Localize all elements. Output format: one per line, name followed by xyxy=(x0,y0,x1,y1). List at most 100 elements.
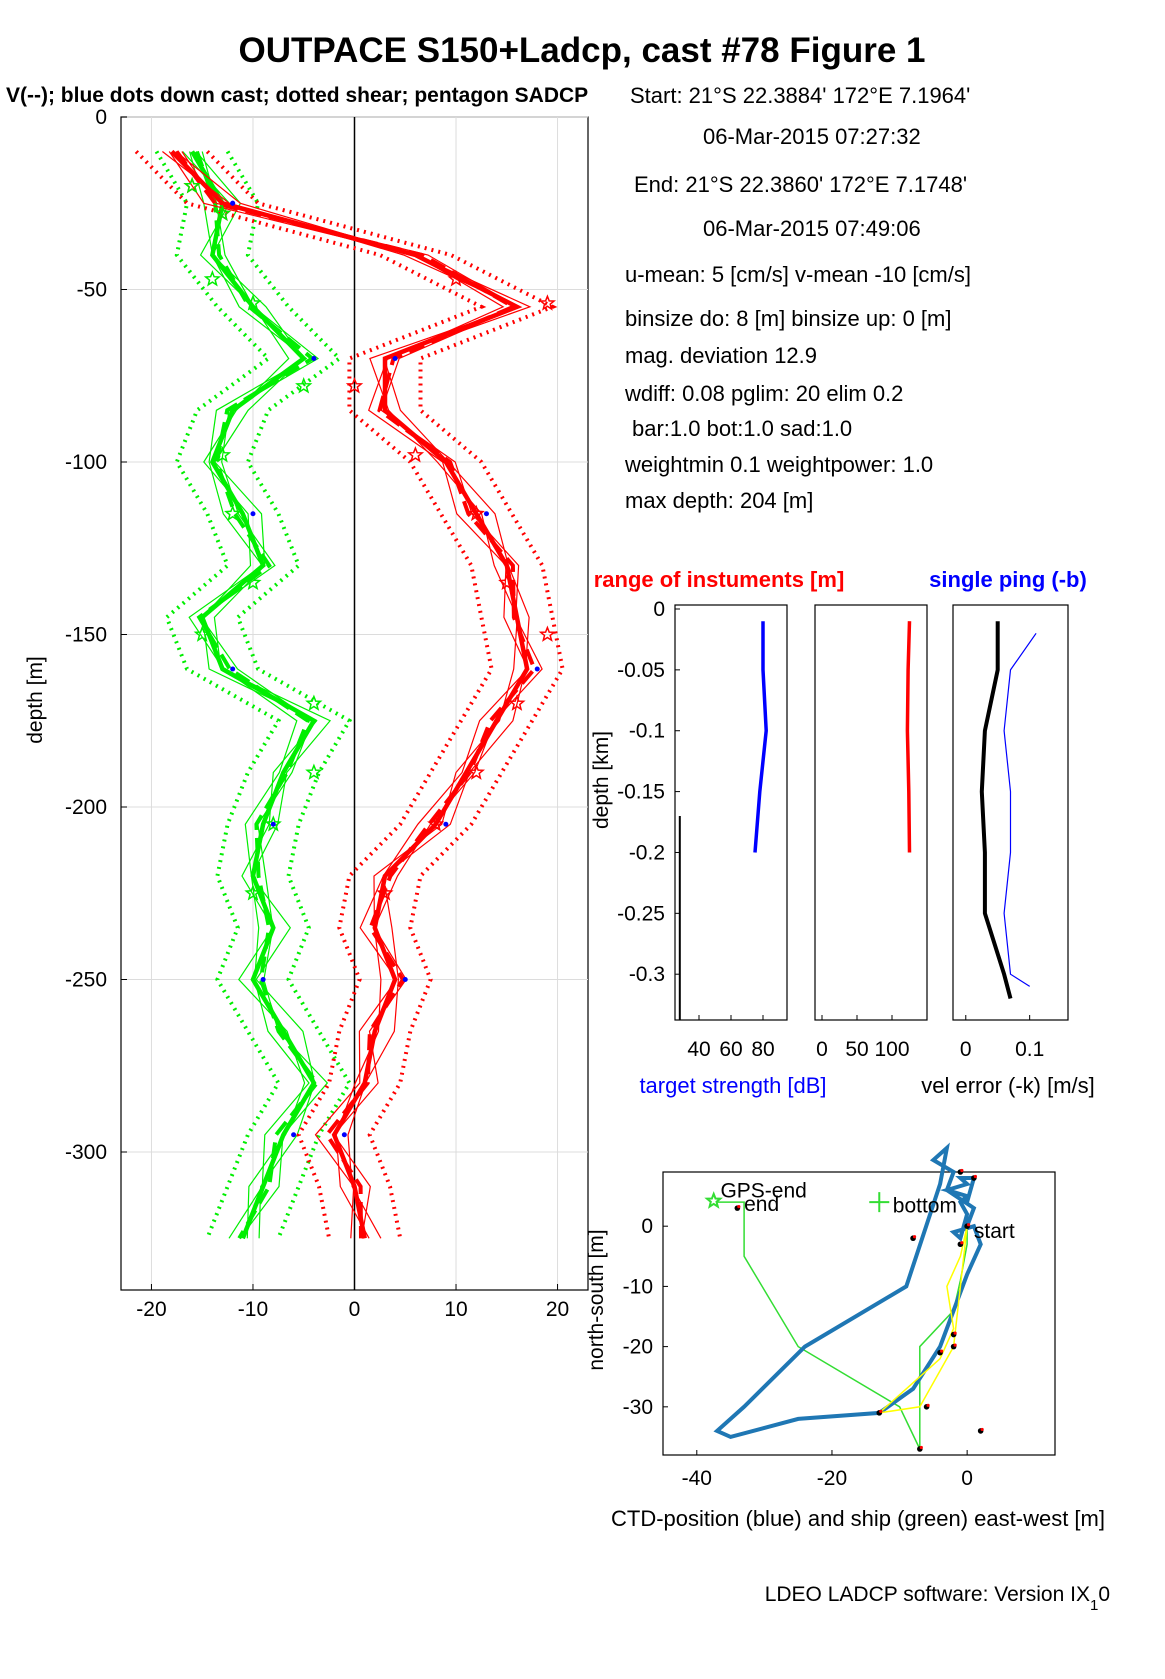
position-dot-red xyxy=(953,1343,957,1347)
downcast-dot xyxy=(402,977,408,982)
x-tick-label: 0 xyxy=(960,1038,972,1061)
y-tick-label: 0 xyxy=(641,1215,653,1238)
y-tick-label: 0 xyxy=(95,106,107,129)
figure-subtitle: V(--); blue dots down cast; dotted shear… xyxy=(6,84,588,107)
sadcp-v-marker xyxy=(264,815,282,832)
y-tick-label: -100 xyxy=(65,451,107,474)
single-ping-title: single ping (-b) xyxy=(929,567,1087,592)
x-tick-label: 0 xyxy=(961,1467,973,1490)
info-line: binsize do: 8 [m] binsize up: 0 [m] xyxy=(625,306,952,331)
ctd-track xyxy=(713,1142,983,1440)
x-tick-label: 0.1 xyxy=(1015,1038,1044,1061)
footer-main: LDEO LADCP software: Version IX xyxy=(765,1583,1090,1606)
y-tick-label: -300 xyxy=(65,1141,107,1164)
vel-error-panel: 0 0.1 single ping (-b) vel error (-k) [m/… xyxy=(921,567,1095,1098)
north-south-axis-label: north-south [m] xyxy=(585,1229,608,1370)
downcast-dot xyxy=(483,511,489,517)
downcast-dot xyxy=(341,1132,347,1138)
y-tick-label: -0.25 xyxy=(617,902,665,925)
position-dot-red xyxy=(960,1168,964,1173)
depth-km-axis-label: depth [km] xyxy=(590,731,613,829)
sadcp-v-marker xyxy=(295,376,313,394)
x-tick-label: -20 xyxy=(136,1298,166,1321)
sadcp-v-marker xyxy=(193,625,211,642)
info-line: u-mean: 5 [cm/s] v-mean -10 [cm/s] xyxy=(625,262,971,287)
position-dot-red xyxy=(980,1427,984,1432)
downcast-dot xyxy=(250,511,256,517)
sadcp-u-marker xyxy=(508,694,526,711)
y-tick-label: -10 xyxy=(623,1275,653,1298)
y-tick-label: 0 xyxy=(653,598,665,621)
position-dot-red xyxy=(926,1403,930,1407)
downcast-dot xyxy=(260,977,266,982)
info-line: mag. deviation 12.9 xyxy=(625,343,817,368)
position-dot-red xyxy=(940,1349,944,1353)
downcast-dot xyxy=(230,200,236,206)
v-shear-upper xyxy=(225,150,353,1240)
position-dot-red xyxy=(973,1174,977,1179)
downcast-dot xyxy=(311,356,317,361)
info-line: 06-Mar-2015 07:49:06 xyxy=(703,216,921,241)
sadcp-v-marker xyxy=(244,884,262,901)
position-dot-red xyxy=(912,1235,917,1239)
sadcp-u-marker xyxy=(406,446,425,463)
info-line: max depth: 204 [m] xyxy=(625,488,813,513)
v-dashed-profile xyxy=(195,150,320,1240)
sadcp-u-marker xyxy=(538,625,557,642)
profile-vel-error xyxy=(979,621,1013,1000)
position-dot-red xyxy=(960,1241,964,1245)
sadcp-v-marker xyxy=(213,445,232,463)
x-tick-label: 0 xyxy=(816,1038,828,1061)
x-tick-label: 50 xyxy=(845,1038,868,1061)
range-panel-title: range of instuments [m] xyxy=(594,567,845,592)
position-dot-red xyxy=(953,1331,957,1335)
y-tick-label: -150 xyxy=(65,624,107,647)
info-line: End: 21°S 22.3860' 172°E 7.1748' xyxy=(634,172,967,197)
sadcp-v-marker xyxy=(224,504,242,522)
sadcp-u-marker xyxy=(345,377,364,394)
sadcp-v-marker xyxy=(213,204,232,222)
depth-axis-label: depth [m] xyxy=(24,656,47,744)
sadcp-u-marker xyxy=(447,269,465,287)
y-tick-label: -30 xyxy=(623,1396,653,1419)
end-label: end xyxy=(744,1193,779,1216)
gps-end-star xyxy=(704,1191,723,1209)
position-dot-red xyxy=(879,1409,883,1413)
software-version-footer: LDEO LADCP software: Version IX10 xyxy=(765,1583,1110,1614)
east-west-axis-label: CTD-position (blue) and ship (green) eas… xyxy=(611,1506,1105,1531)
x-tick-label: 40 xyxy=(687,1038,710,1061)
u-thin-profile xyxy=(162,151,520,1239)
downcast-dot xyxy=(230,666,236,672)
sadcp-u-marker xyxy=(427,815,445,832)
sadcp-u-marker xyxy=(376,884,394,901)
position-dot-red xyxy=(967,1223,971,1227)
y-tick-label: -0.05 xyxy=(617,659,665,682)
x-tick-label: -10 xyxy=(238,1298,268,1321)
profile-target-strength xyxy=(753,621,768,853)
y-tick-label: -0.3 xyxy=(629,963,665,986)
profile-range xyxy=(905,621,912,853)
yellow-track xyxy=(876,1226,968,1415)
y-tick-label: -0.15 xyxy=(617,781,665,804)
bottom-marker xyxy=(869,1192,890,1213)
x-tick-label: -20 xyxy=(817,1467,847,1490)
info-line: wdiff: 0.08 pglim: 20 elim 0.2 xyxy=(624,381,903,406)
sadcp-u-marker xyxy=(538,294,557,311)
gps-end-label: GPS-end xyxy=(720,1179,806,1202)
x-tick-label: 20 xyxy=(546,1298,569,1321)
y-tick-label: -0.1 xyxy=(629,720,665,743)
sadcp-v-marker xyxy=(244,294,262,311)
downcast-dot xyxy=(291,1132,297,1138)
sadcp-v-marker xyxy=(305,694,323,711)
x-tick-label: 60 xyxy=(719,1038,742,1061)
downcast-dot xyxy=(270,821,276,827)
info-line: weightmin 0.1 weightpower: 1.0 xyxy=(624,452,933,477)
vel-error-label: vel error (-k) [m/s] xyxy=(921,1073,1095,1098)
sadcp-v-marker xyxy=(244,573,262,591)
downcast-dot xyxy=(534,666,540,672)
position-dot-red xyxy=(737,1205,741,1209)
profile-single-ping xyxy=(1003,632,1037,987)
v-shear-lower xyxy=(154,150,282,1240)
info-line: Start: 21°S 22.3884' 172°E 7.1964' xyxy=(630,83,970,108)
